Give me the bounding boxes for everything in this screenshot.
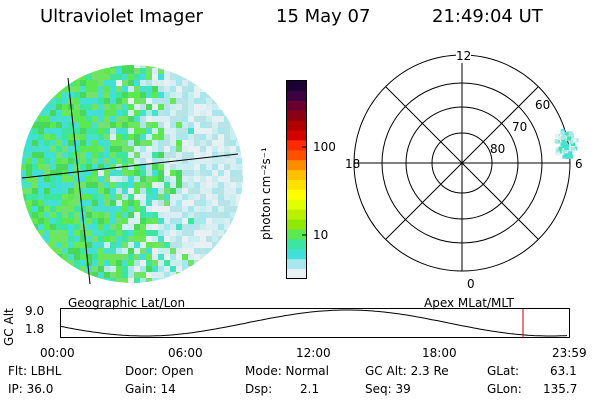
alt-xtick-end: 23:59 <box>552 346 587 360</box>
altitude-plot <box>60 308 570 338</box>
left-panel-label: Geographic Lat/Lon <box>68 296 186 310</box>
colorbar-unit-label: photon cm⁻²s⁻¹ <box>259 147 273 240</box>
mlt-label-18: 18 <box>345 157 361 171</box>
mlt-label-6: 6 <box>575 157 583 171</box>
alt-xtick-18: 18:00 <box>422 346 457 360</box>
mlat-label-70: 70 <box>512 120 528 134</box>
altitude-curve <box>60 309 568 337</box>
date-label: 15 May 07 <box>276 6 371 27</box>
alt-xtick-6: 06:00 <box>168 346 203 360</box>
aurora-patch <box>554 129 579 159</box>
mlat-label-60: 60 <box>535 98 551 112</box>
longitude-line <box>67 77 91 285</box>
param-dsp: Dsp: <box>245 382 273 396</box>
right-panel-label: Apex MLat/MLT <box>424 296 514 310</box>
param-glon: GLon: <box>487 382 522 396</box>
colorbar-tick-100: 100 <box>313 140 336 154</box>
disk-pixels <box>21 65 243 283</box>
param-seq: Seq: 39 <box>365 382 411 396</box>
param-glat: GLat: <box>487 364 520 378</box>
alt-ytick-1.8: 1.8 <box>25 322 45 336</box>
mlt-label-0: 0 <box>467 277 475 291</box>
param-gain: Gain: 14 <box>125 382 176 396</box>
alt-xtick-0: 00:00 <box>40 346 75 360</box>
colorbar <box>286 80 307 280</box>
alt-ytick-9: 9.0 <box>25 304 45 318</box>
earth-disk-image <box>21 65 243 285</box>
param-ip: IP: 36.0 <box>8 382 54 396</box>
param-dsp-value: 2.1 <box>300 382 320 396</box>
latitude-line <box>21 153 239 179</box>
param-filter: Flt: LBHL <box>8 364 62 378</box>
time-label: 21:49:04 UT <box>432 6 543 27</box>
param-glat-value: 63.1 <box>550 364 577 378</box>
param-mode: Mode: Normal <box>245 364 329 378</box>
mlt-label-12: 12 <box>456 49 472 63</box>
alt-xtick-12: 12:00 <box>296 346 331 360</box>
alt-axis-label: GC Alt <box>2 308 16 346</box>
polar-plot <box>353 54 579 272</box>
param-door: Door: Open <box>125 364 194 378</box>
param-glon-value: 135.7 <box>543 382 578 396</box>
instrument-title: Ultraviolet Imager <box>40 6 203 27</box>
mlat-label-80: 80 <box>490 142 506 156</box>
colorbar-tick-10: 10 <box>313 228 329 242</box>
param-gc-alt: GC Alt: 2.3 Re <box>365 364 449 378</box>
